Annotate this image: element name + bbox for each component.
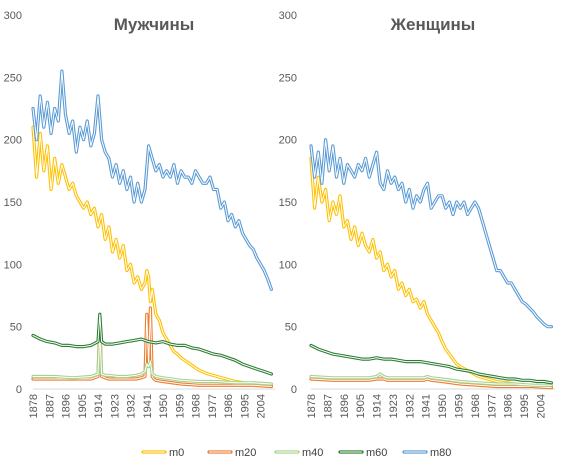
series-m0-line	[31, 125, 273, 387]
x-tick-label: 1959	[174, 394, 186, 418]
x-tick-label: 2004	[535, 394, 547, 418]
x-tick-label: 1986	[503, 394, 515, 418]
y-tick-label: 300	[279, 10, 297, 22]
y-tick-label: 200	[279, 135, 297, 147]
y-tick-label: 250	[4, 72, 22, 84]
series-m60-line	[309, 343, 554, 385]
y-tick-label: 150	[279, 197, 297, 209]
x-tick-label: 1977	[207, 394, 219, 418]
x-tick-label: 1905	[355, 394, 367, 418]
series-m40-line	[309, 372, 554, 387]
x-tick-label: 1905	[77, 394, 89, 418]
series-line-outline	[31, 69, 273, 291]
x-tick-label: 1968	[470, 394, 482, 418]
y-tick-label: 50	[10, 322, 22, 334]
series-line-core	[32, 307, 272, 387]
y-tick-label: 300	[4, 10, 22, 22]
x-tick-label: 1896	[339, 394, 351, 418]
series-line-core	[32, 126, 272, 386]
series-m80-line	[309, 138, 554, 329]
y-tick-label: 200	[4, 135, 22, 147]
series-m20-line	[309, 377, 554, 390]
x-tick-label: 1959	[453, 394, 465, 418]
x-tick-label: 1896	[61, 394, 73, 418]
x-tick-label: 1923	[388, 394, 400, 418]
series-line-core	[310, 373, 552, 386]
x-tick-label: 1977	[486, 394, 498, 418]
x-tick-label: 1950	[158, 394, 170, 418]
legend-item-m40: m40	[274, 447, 323, 459]
y-tick-label: 50	[285, 322, 297, 334]
x-tick-label: 1878	[306, 394, 318, 418]
x-tick-label: 1914	[372, 394, 384, 418]
x-tick-label: 1995	[519, 394, 531, 418]
legend-item-m0: m0	[141, 447, 184, 459]
x-tick-label: 1887	[44, 394, 56, 418]
x-tick-label: 1878	[28, 394, 40, 418]
chart-legend: m0 m20 m40 m60 m80	[141, 447, 451, 459]
series-line-core	[310, 157, 552, 387]
y-tick-label: 100	[279, 259, 297, 271]
series-line-core	[310, 139, 552, 328]
series-m0-line	[309, 156, 554, 389]
x-tick-label: 1932	[126, 394, 138, 418]
x-tick-label: 1887	[322, 394, 334, 418]
legend-label: m0	[169, 447, 184, 459]
series-line-core	[32, 332, 272, 385]
legend-item-m80: m80	[402, 447, 451, 459]
x-tick-label: 2004	[256, 394, 268, 418]
y-tick-label: 0	[291, 384, 297, 396]
y-tick-label: 150	[4, 197, 22, 209]
y-tick-label: 250	[279, 72, 297, 84]
series-m80-line	[31, 69, 273, 291]
legend-item-m60: m60	[338, 447, 387, 459]
y-tick-label: 0	[16, 384, 22, 396]
x-tick-label: 1941	[142, 394, 154, 418]
chart-panel-men: 0 50 100 150 200 250 300 1878 1887 1896 1905 1914 19…	[4, 10, 275, 418]
chart-title: Женщины	[390, 15, 476, 34]
x-tick-label: 1995	[239, 394, 251, 418]
series-line-core	[310, 378, 552, 389]
chart-title: Мужчины	[114, 15, 195, 34]
x-tick-label: 1941	[421, 394, 433, 418]
series-m60-line	[31, 312, 273, 376]
x-tick-label: 1932	[404, 394, 416, 418]
x-tick-label: 1950	[437, 394, 449, 418]
series-m20-line	[31, 306, 273, 389]
series-line-core	[32, 313, 272, 375]
legend-label: m20	[235, 447, 256, 459]
y-tick-label: 100	[4, 259, 22, 271]
x-tick-label: 1968	[191, 394, 203, 418]
legend-label: m80	[430, 447, 451, 459]
legend-label: m40	[302, 447, 323, 459]
series-line-core	[32, 70, 272, 290]
x-tick-label: 1923	[109, 394, 121, 418]
x-tick-label: 1986	[223, 394, 235, 418]
series-m40-line	[31, 331, 273, 386]
chart-panel-women: 0 50 100 150 200 250 300 1878 1887 1896 1905 1914 19…	[279, 10, 555, 418]
legend-label: m60	[366, 447, 387, 459]
legend-item-m20: m20	[207, 447, 256, 459]
x-tick-label: 1914	[93, 394, 105, 418]
series-line-outline	[309, 156, 554, 389]
series-line-core	[310, 344, 552, 384]
